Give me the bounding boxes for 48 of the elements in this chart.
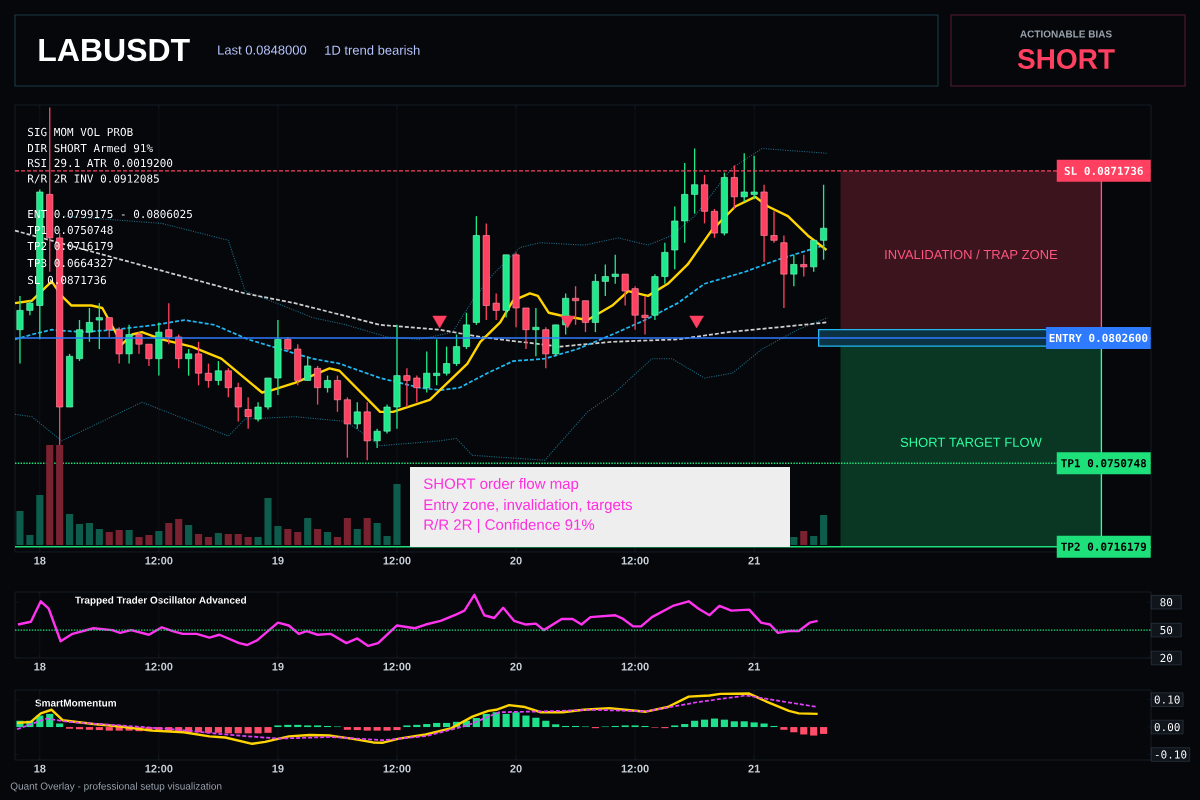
x-tick-label: 18 <box>34 556 46 565</box>
ref-line-label: TP2 0.0716179 <box>1061 542 1147 551</box>
x-tick-label: 20 <box>510 556 522 565</box>
annotation: Entry zone, invalidation, targets <box>424 499 632 513</box>
x-tick-label: 18 <box>34 662 46 671</box>
x-tick-label: 12:00 <box>621 662 649 671</box>
x-tick-label: 19 <box>272 764 284 773</box>
x-tick-label: 12:00 <box>383 662 411 671</box>
y-tick-label: 50 <box>1160 625 1173 635</box>
annotation: DIR SHORT Armed 91% <box>28 143 153 153</box>
ref-line-label: SL 0.0871736 <box>1064 166 1143 176</box>
y-tick-label: 80 <box>1160 598 1173 607</box>
x-tick-label: 20 <box>510 764 522 773</box>
x-tick-label: 21 <box>748 556 760 565</box>
x-tick-label: 12:00 <box>145 556 173 565</box>
text: 1D trend bearish <box>325 45 420 55</box>
chart-title: Trapped Trader Oscillator Advanced <box>75 596 246 606</box>
y-tick-label: 0.10 <box>1154 695 1180 704</box>
annotation: SHORT order flow map <box>423 478 579 492</box>
y-tick-label: 20 <box>1160 653 1173 663</box>
x-tick-label: 18 <box>34 764 46 773</box>
text: ACTIONABLE BIAS <box>1020 30 1112 38</box>
x-tick-label: 21 <box>748 764 760 773</box>
x-tick-label: 20 <box>510 662 522 671</box>
x-tick-label: 21 <box>748 662 760 671</box>
chart-title: LABUSDT <box>39 38 190 62</box>
x-tick-label: 19 <box>272 662 284 671</box>
text: Quant Overlay - professional setup visualization <box>10 782 222 792</box>
ref-line-label: ENTRY 0.0802600 <box>1049 333 1148 343</box>
ref-line-label: TP1 0.0750748 <box>1061 459 1147 468</box>
y-tick-label: 0.00 <box>1154 722 1180 732</box>
annotation: R/R 2R INV 0.0912085 <box>28 174 159 184</box>
band-label: SHORT TARGET FLOW <box>900 437 1042 447</box>
x-tick-label: 12:00 <box>383 556 411 565</box>
x-tick-label: 12:00 <box>145 764 173 773</box>
annotation: SIG MOM VOL PROB <box>28 127 133 137</box>
x-tick-label: 12:00 <box>383 764 411 773</box>
x-tick-label: 12:00 <box>145 662 173 671</box>
annotation: RSI 29.1 ATR 0.0019200 <box>28 158 173 168</box>
text: Last 0.0848000 <box>218 45 307 55</box>
x-tick-label: 12:00 <box>621 556 649 565</box>
text: SmartMomentum <box>35 699 116 707</box>
text: SHORT <box>1017 49 1115 69</box>
x-tick-label: 12:00 <box>621 764 649 773</box>
x-tick-label: 19 <box>272 556 284 565</box>
band-label: INVALIDATION / TRAP ZONE <box>885 249 1058 260</box>
y-tick-label: -0.10 <box>1155 750 1187 759</box>
annotation: R/R 2R | Confidence 91% <box>424 518 595 534</box>
